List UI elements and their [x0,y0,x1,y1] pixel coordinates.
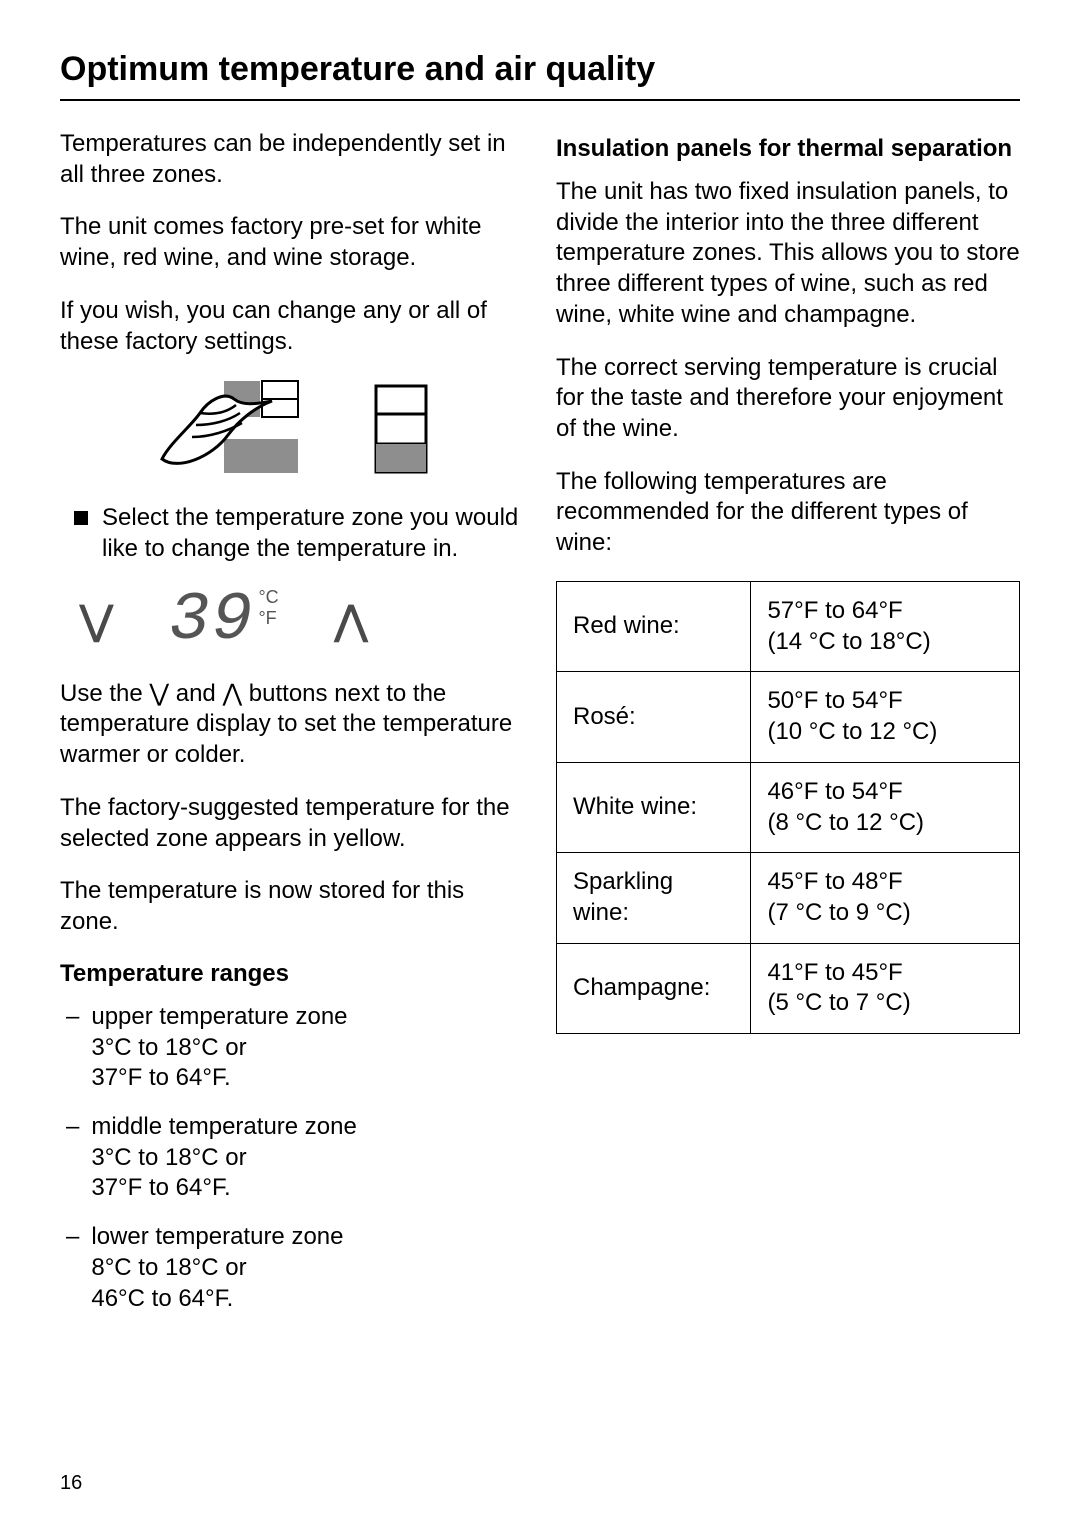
chevron-down-icon[interactable]: ⋁ [80,601,113,641]
wine-cell: Red wine: [557,581,751,671]
square-bullet-icon [74,511,88,525]
bullet-select-zone-text: Select the temperature zone you would li… [102,503,524,564]
temp-f: 46°F to 54°F [767,778,902,805]
range-upper-f: 37°F to 64°F. [91,1064,230,1091]
temp-cell: 46°F to 54°F (8 °C to 12 °C) [751,762,1020,852]
range-middle-text: middle temperature zone 3°C to 18°C or 3… [91,1112,356,1204]
table-row: Champagne: 41°F to 45°F (5 °C to 7 °C) [557,943,1020,1033]
table-row: Red wine: 57°F to 64°F (14 °C to 18°C) [557,581,1020,671]
table-row: Rosé: 50°F to 54°F (10 °C to 12 °C) [557,672,1020,762]
range-lower-text: lower temperature zone 8°C to 18°C or 46… [91,1222,343,1314]
insulation-heading: Insulation panels for thermal separation [556,135,1020,163]
temp-f: 50°F to 54°F [767,687,902,714]
ranges-heading: Temperature ranges [60,960,524,988]
range-middle-name: middle temperature zone [91,1113,356,1140]
right-p1: The unit has two fixed insulation panels… [556,177,1020,331]
right-p3: The following temperatures are recommend… [556,467,1020,559]
seg-units: °C °F [258,587,278,630]
bullet-select-zone: Select the temperature zone you would li… [60,503,524,564]
temp-c: (8 °C to 12 °C) [767,809,924,836]
range-lower-name: lower temperature zone [91,1223,343,1250]
dash-icon: – [66,1222,79,1314]
range-upper: – upper temperature zone 3°C to 18°C or … [60,1002,524,1094]
page-title: Optimum temperature and air quality [60,50,1020,89]
right-p2: The correct serving temperature is cruci… [556,353,1020,445]
temp-cell: 41°F to 45°F (5 °C to 7 °C) [751,943,1020,1033]
left-p4: Use the ⋁ and ⋀ buttons next to the temp… [60,679,524,771]
temp-cell: 57°F to 64°F (14 °C to 18°C) [751,581,1020,671]
page-number: 16 [60,1472,82,1495]
touch-illustration [60,379,524,479]
temperature-display: ⋁ 39 °C °F ⋀ [80,587,524,655]
dash-icon: – [66,1002,79,1094]
temp-f: 57°F to 64°F [767,597,902,624]
range-upper-c: 3°C to 18°C or [91,1034,246,1061]
chevron-up-icon[interactable]: ⋀ [335,601,368,641]
temp-c: (14 °C to 18°C) [767,628,930,655]
seg-readout: 39 °C °F [169,587,279,655]
temp-cell: 50°F to 54°F (10 °C to 12 °C) [751,672,1020,762]
wine-cell: White wine: [557,762,751,852]
temp-f: 41°F to 45°F [767,959,902,986]
title-rule [60,99,1020,101]
range-upper-name: upper temperature zone [91,1003,347,1030]
page: Optimum temperature and air quality Temp… [0,0,1080,1529]
range-lower-c: 8°C to 18°C or [91,1254,246,1281]
left-p2: The unit comes factory pre-set for white… [60,212,524,273]
temp-c: (5 °C to 7 °C) [767,989,910,1016]
left-column: Temperatures can be independently set in… [60,129,524,1332]
left-p6: The temperature is now stored for this z… [60,876,524,937]
range-middle-c: 3°C to 18°C or [91,1144,246,1171]
seg-digits: 39 [169,587,255,655]
range-middle-f: 37°F to 64°F. [91,1174,230,1201]
range-lower: – lower temperature zone 8°C to 18°C or … [60,1222,524,1314]
temp-c: (7 °C to 9 °C) [767,899,910,926]
unit-c: °C [258,587,278,609]
temp-c: (10 °C to 12 °C) [767,718,937,745]
table-row: Sparkling wine: 45°F to 48°F (7 °C to 9 … [557,853,1020,943]
range-upper-text: upper temperature zone 3°C to 18°C or 37… [91,1002,347,1094]
touch-panel-icon [156,379,346,479]
dash-icon: – [66,1112,79,1204]
wine-cell: Champagne: [557,943,751,1033]
wine-temperature-table: Red wine: 57°F to 64°F (14 °C to 18°C) R… [556,581,1020,1034]
left-p5: The factory-suggested temperature for th… [60,793,524,854]
range-lower-f: 46°C to 64°F. [91,1285,233,1312]
temp-f: 45°F to 48°F [767,868,902,895]
left-p1: Temperatures can be independently set in… [60,129,524,190]
wine-cell: Sparkling wine: [557,853,751,943]
unit-f: °F [258,608,278,630]
temp-cell: 45°F to 48°F (7 °C to 9 °C) [751,853,1020,943]
fridge-icon [374,384,428,474]
range-middle: – middle temperature zone 3°C to 18°C or… [60,1112,524,1204]
wine-cell: Rosé: [557,672,751,762]
left-p3: If you wish, you can change any or all o… [60,296,524,357]
content-columns: Temperatures can be independently set in… [60,129,1020,1332]
right-column: Insulation panels for thermal separation… [556,129,1020,1332]
table-row: White wine: 46°F to 54°F (8 °C to 12 °C) [557,762,1020,852]
